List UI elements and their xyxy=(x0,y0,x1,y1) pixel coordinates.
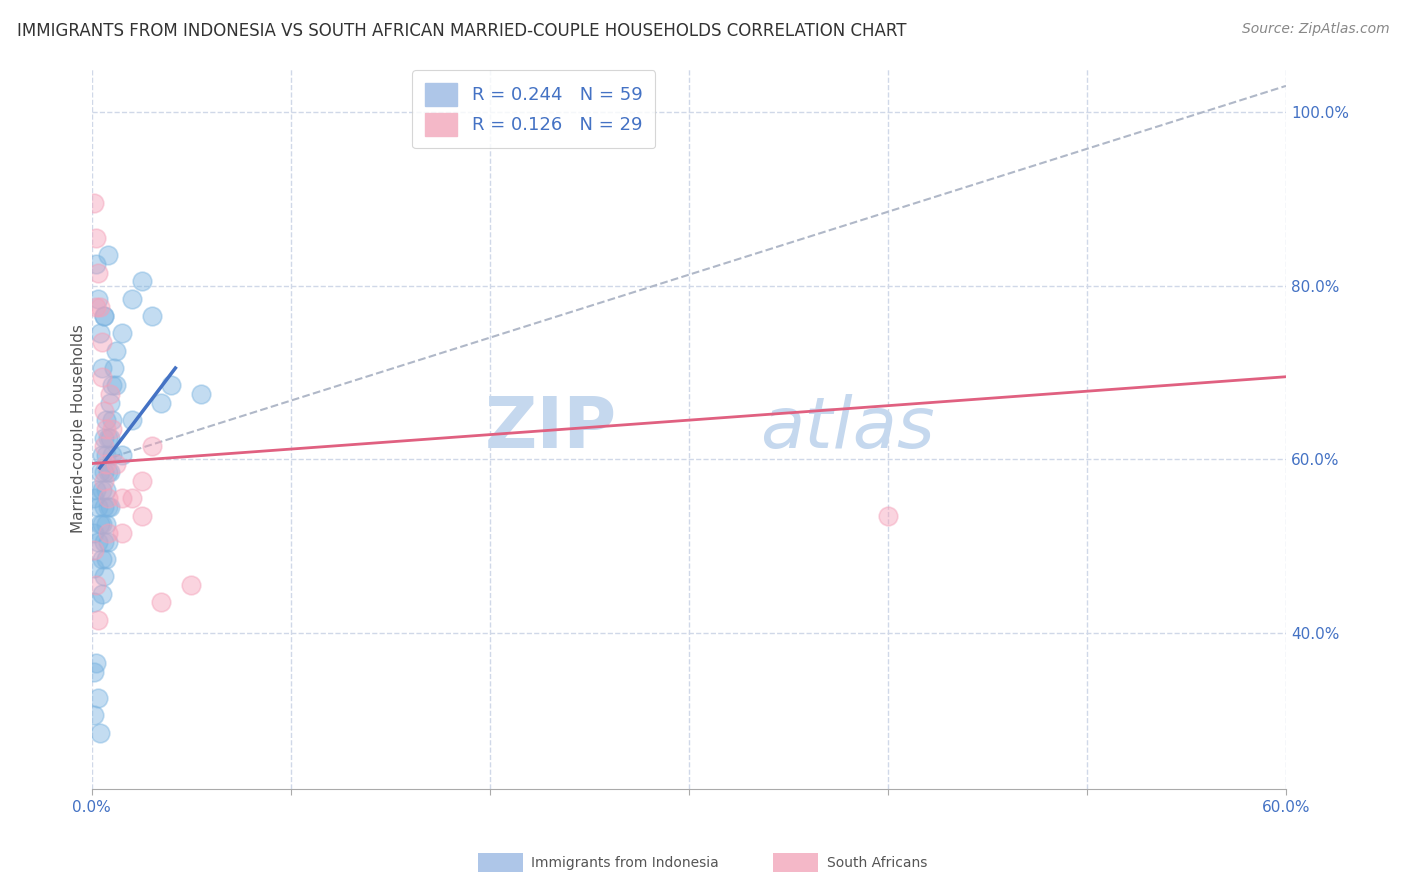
Point xyxy=(98,396,121,410)
Point xyxy=(97,248,120,262)
Point xyxy=(94,422,117,436)
Point xyxy=(93,309,115,323)
Point xyxy=(93,474,115,488)
Point xyxy=(87,266,110,280)
Point xyxy=(83,595,105,609)
Point xyxy=(93,404,115,418)
Point xyxy=(131,508,153,523)
Point xyxy=(83,526,105,541)
Point xyxy=(97,465,120,479)
Point xyxy=(97,526,120,541)
Point xyxy=(93,534,115,549)
Point xyxy=(83,196,105,211)
Point xyxy=(93,430,115,444)
Point xyxy=(160,378,183,392)
Point xyxy=(84,657,107,671)
Point xyxy=(83,543,105,558)
Point xyxy=(87,613,110,627)
Point xyxy=(87,690,110,705)
Point xyxy=(93,569,115,583)
Point xyxy=(90,587,112,601)
Point xyxy=(94,457,117,471)
Point xyxy=(111,526,134,541)
Point xyxy=(83,708,105,723)
Point xyxy=(90,448,112,462)
Point xyxy=(93,309,115,323)
Point xyxy=(93,439,115,453)
Point xyxy=(141,439,163,453)
Point xyxy=(93,465,115,479)
Point xyxy=(94,483,117,497)
Text: IMMIGRANTS FROM INDONESIA VS SOUTH AFRICAN MARRIED-COUPLE HOUSEHOLDS CORRELATION: IMMIGRANTS FROM INDONESIA VS SOUTH AFRIC… xyxy=(17,22,907,40)
Point xyxy=(83,491,105,506)
Point xyxy=(90,369,112,384)
Text: South Africans: South Africans xyxy=(827,855,927,870)
Text: atlas: atlas xyxy=(761,394,935,463)
Point xyxy=(93,500,115,514)
Point xyxy=(150,595,173,609)
Point xyxy=(97,534,120,549)
Point xyxy=(97,430,120,444)
Point xyxy=(94,552,117,566)
Point xyxy=(141,309,163,323)
Text: Source: ZipAtlas.com: Source: ZipAtlas.com xyxy=(1241,22,1389,37)
Text: ZIP: ZIP xyxy=(485,394,617,463)
Point xyxy=(877,508,900,523)
Point xyxy=(131,474,153,488)
Point xyxy=(121,491,143,506)
Point xyxy=(87,500,110,514)
Point xyxy=(111,326,134,341)
Point xyxy=(111,448,134,462)
Legend: R = 0.244   N = 59, R = 0.126   N = 29: R = 0.244 N = 59, R = 0.126 N = 29 xyxy=(412,70,655,148)
Point xyxy=(83,560,105,574)
Point xyxy=(97,500,120,514)
Point xyxy=(89,326,111,341)
Y-axis label: Married-couple Households: Married-couple Households xyxy=(72,325,86,533)
Point xyxy=(98,387,121,401)
Point xyxy=(100,378,122,392)
Point xyxy=(84,483,107,497)
Point xyxy=(89,725,111,739)
Point xyxy=(121,292,143,306)
Point xyxy=(104,457,127,471)
Point xyxy=(180,578,202,592)
Text: Immigrants from Indonesia: Immigrants from Indonesia xyxy=(531,855,720,870)
Point xyxy=(100,422,122,436)
Point xyxy=(84,231,107,245)
Point xyxy=(87,534,110,549)
Point xyxy=(89,465,111,479)
Point xyxy=(100,448,122,462)
Point xyxy=(84,300,107,314)
Point xyxy=(104,343,127,358)
Point xyxy=(94,517,117,532)
Point xyxy=(90,483,112,497)
Point xyxy=(94,413,117,427)
Point xyxy=(90,517,112,532)
Point xyxy=(89,517,111,532)
Point xyxy=(121,413,143,427)
Point xyxy=(111,491,134,506)
Point xyxy=(98,500,121,514)
Point xyxy=(84,578,107,592)
Point xyxy=(98,430,121,444)
Point xyxy=(90,552,112,566)
Point xyxy=(98,465,121,479)
Point xyxy=(83,665,105,679)
Point xyxy=(87,292,110,306)
Point xyxy=(190,387,212,401)
Point xyxy=(90,361,112,376)
Point xyxy=(104,378,127,392)
Point xyxy=(97,491,120,506)
Point xyxy=(94,448,117,462)
Point xyxy=(100,413,122,427)
Point xyxy=(103,361,125,376)
Point xyxy=(84,257,107,271)
Point xyxy=(131,274,153,288)
Point xyxy=(90,334,112,349)
Point xyxy=(150,396,173,410)
Point xyxy=(89,300,111,314)
